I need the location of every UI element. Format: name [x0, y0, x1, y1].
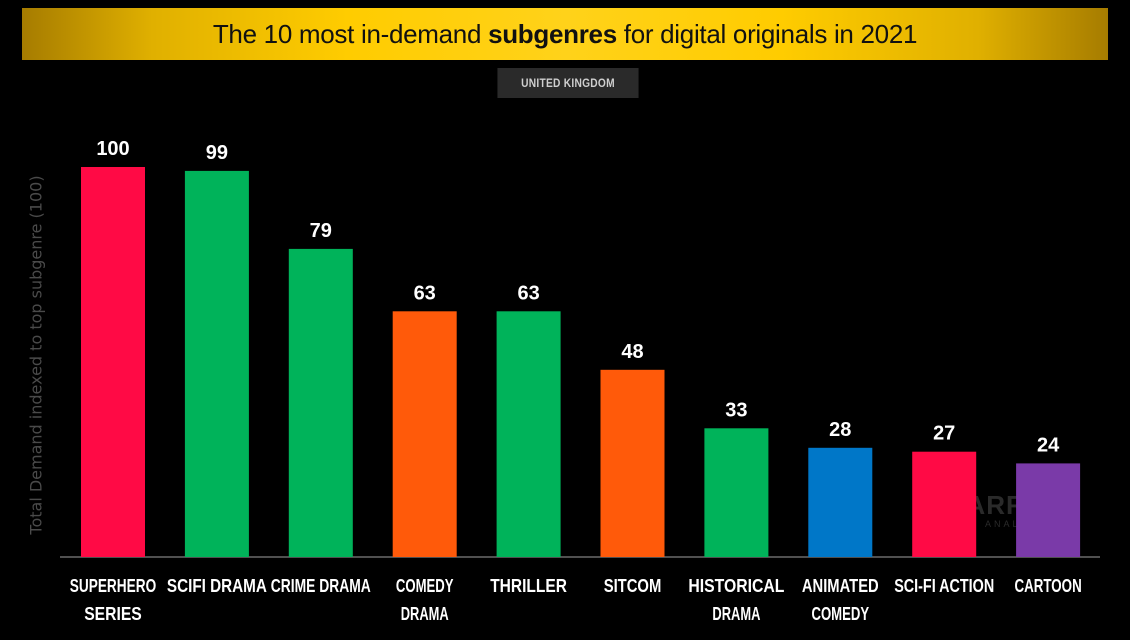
bar-4	[496, 311, 561, 557]
category-label-3-1: DRAMA	[401, 604, 449, 624]
bar-2	[288, 248, 353, 557]
category-label-7-1: COMEDY	[812, 604, 870, 624]
value-label-6: 33	[725, 399, 747, 421]
title-bold-word: subgenres	[488, 18, 617, 49]
value-label-1: 99	[206, 142, 228, 164]
category-label-3-0: COMEDY	[396, 576, 454, 596]
bar-9	[1016, 463, 1081, 557]
category-label-7-0: ANIMATED	[802, 576, 879, 596]
category-label-0-1: SERIES	[84, 604, 142, 624]
chart-title: The 10 most in-demand subgenres for digi…	[212, 18, 918, 50]
bar-3	[392, 311, 457, 557]
category-label-8-0: SCI-FI ACTION	[894, 576, 994, 596]
value-label-9: 24	[1037, 434, 1060, 456]
category-label-2-0: CRIME DRAMA	[271, 576, 371, 596]
bar-7	[808, 447, 873, 557]
category-label-6-1: DRAMA	[712, 604, 760, 624]
bar-0	[81, 167, 145, 557]
value-label-0: 100	[96, 138, 129, 160]
bar-8	[912, 451, 977, 557]
title-part-1: The 10 most in-demand	[212, 18, 489, 49]
category-label-5-0: SITCOM	[604, 576, 662, 596]
bar-5	[600, 369, 665, 557]
title-part-2: for digital originals in 2021	[616, 18, 918, 49]
value-label-7: 28	[829, 419, 851, 441]
category-label-9-0: CARTOON	[1015, 576, 1082, 596]
value-label-8: 27	[933, 423, 955, 445]
title-banner: The 10 most in-demand subgenres for digi…	[22, 8, 1108, 60]
category-label-0-0: SUPERHERO	[70, 576, 156, 596]
category-label-6-0: HISTORICAL	[688, 576, 784, 596]
category-label-1-0: SCIFI DRAMA	[167, 576, 267, 596]
region-label: UNITED KINGDOM	[521, 76, 615, 90]
region-badge: UNITED KINGDOM	[497, 68, 639, 98]
value-label-5: 48	[621, 341, 643, 363]
value-label-2: 79	[310, 220, 332, 242]
category-label-4-0: THRILLER	[490, 576, 567, 596]
bar-1	[184, 170, 249, 557]
bar-6	[704, 428, 769, 557]
value-label-4: 63	[517, 282, 539, 304]
value-label-3: 63	[414, 282, 436, 304]
